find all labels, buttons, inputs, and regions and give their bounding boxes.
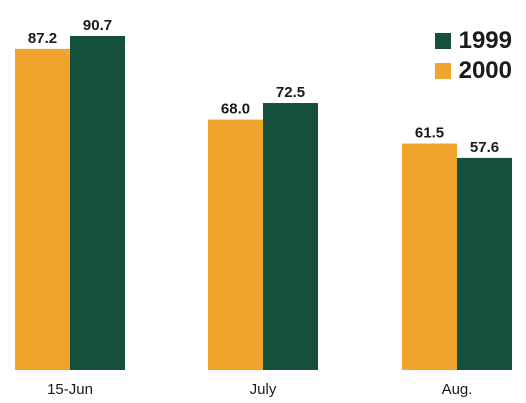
data-label-15-jun-2000: 87.2 <box>28 30 57 47</box>
data-label-july-1999: 72.5 <box>276 84 305 101</box>
data-labels-group: 87.2 90.7 68.0 72.5 61.5 57.6 <box>28 17 499 156</box>
category-label-aug: Aug. <box>442 381 473 398</box>
data-label-aug-1999: 57.6 <box>470 139 499 156</box>
bar-aug-2000 <box>402 143 457 370</box>
category-label-15-jun: 15-Jun <box>47 381 93 398</box>
legend-swatch-1999 <box>434 33 451 49</box>
legend-item-1999: 1999 <box>434 26 512 56</box>
data-label-15-jun-1999: 90.7 <box>83 17 112 34</box>
bar-15-jun-2000 <box>15 48 70 371</box>
legend-item-2000: 2000 <box>434 56 512 86</box>
bar-july-2000 <box>208 119 263 370</box>
bars-group <box>15 36 512 371</box>
bar-july-1999 <box>263 103 318 371</box>
data-label-aug-2000: 61.5 <box>415 125 444 142</box>
category-label-july: July <box>250 381 277 398</box>
bar-aug-1999 <box>457 157 512 370</box>
legend-label-2000: 2000 <box>458 57 512 84</box>
bar-15-jun-1999 <box>70 36 125 370</box>
legend-swatch-2000 <box>434 63 451 79</box>
category-labels-group: 15-Jun July Aug. <box>47 381 472 398</box>
legend: 1999 2000 <box>434 26 512 86</box>
data-label-july-2000: 68.0 <box>221 101 250 118</box>
legend-label-1999: 1999 <box>458 27 512 54</box>
